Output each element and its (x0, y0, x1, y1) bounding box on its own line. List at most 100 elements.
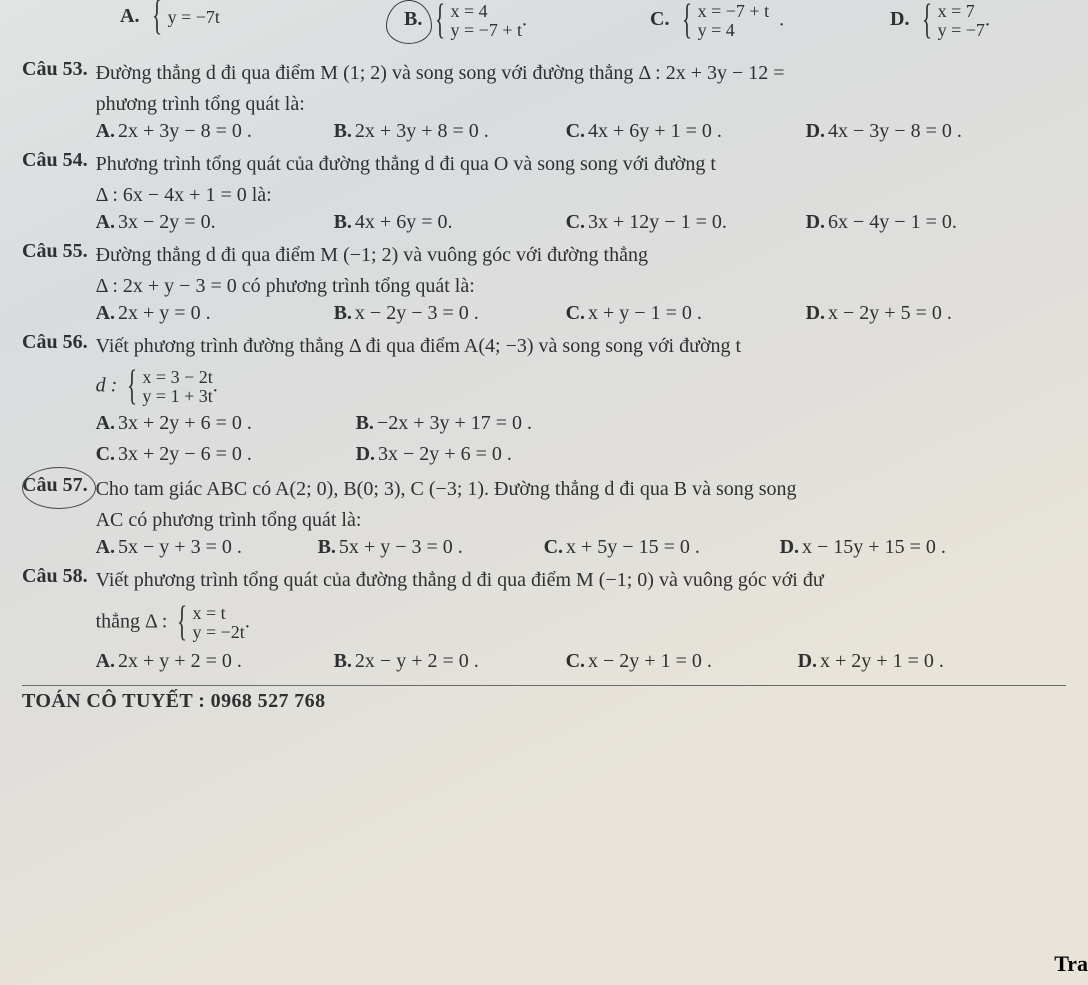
options-row-1: A.3x + 2y + 6 = 0 . B.−2x + 3y + 17 = 0 … (96, 412, 742, 435)
opt-C: C.3x + 12y − 1 = 0. (566, 211, 806, 234)
opt-label: C. (566, 120, 588, 142)
opt-A: A.3x − 2y = 0. (96, 211, 334, 234)
opt-D: D.x − 2y + 5 = 0 . (806, 302, 952, 325)
system-brace: { x = 3 − 2ty = 1 + 3t (122, 368, 212, 406)
question-text: AC có phương trình tổng quát là: (96, 505, 946, 536)
question-text: Viết phương trình tổng quát của đường th… (96, 565, 944, 596)
opt-D: D.x + 2y + 1 = 0 . (798, 650, 944, 673)
opt-text: x − 15y + 15 = 0 . (802, 536, 946, 558)
system-suffix: . (213, 374, 218, 396)
system-brace: { x = −7 + ty = 4 (677, 2, 769, 40)
opt-text: 6x − 4y − 1 = 0. (828, 211, 957, 233)
question-56: Câu 56. Viết phương trình đường thẳng Δ … (22, 331, 1066, 466)
opt-label: C. (650, 8, 672, 30)
system-brace: { x = ty = −2t (172, 604, 244, 642)
opt-D: D.6x − 4y − 1 = 0. (806, 211, 957, 234)
eq: x = −7 + t (698, 2, 769, 21)
opt-label: A. (96, 650, 118, 672)
eq: y = −7 (938, 21, 985, 40)
options-row: A.2x + y = 0 . B.x − 2y − 3 = 0 . C.x + … (96, 302, 952, 325)
q52-opt-B: B. { x = 4y = −7 + t . (404, 2, 527, 40)
eq: x = 4 (451, 2, 522, 21)
brace-icon: { (435, 5, 445, 35)
opt-label: B. (334, 650, 355, 672)
question-54: Câu 54. Phương trình tổng quát của đường… (22, 149, 1066, 234)
opt-B: B.−2x + 3y + 17 = 0 . (356, 412, 532, 435)
question-system: thẳng Δ : { x = ty = −2t . (96, 604, 944, 642)
question-text: Cho tam giác ABC có A(2; 0), B(0; 3), C … (96, 474, 946, 505)
opt-B: B.2x + 3y + 8 = 0 . (334, 120, 566, 143)
question-text: Phương trình tổng quát của đường thẳng d… (96, 149, 957, 180)
opt-text: 2x + 3y − 8 = 0 . (118, 120, 252, 142)
footer-text: TOÁN CÔ TUYẾT : 0968 527 768 (22, 690, 325, 712)
opt-label: C. (96, 443, 118, 465)
footer: TOÁN CÔ TUYẾT : 0968 527 768 (22, 685, 1066, 713)
options-row: A.2x + y + 2 = 0 . B.2x − y + 2 = 0 . C.… (96, 650, 944, 673)
opt-label: D. (780, 536, 802, 558)
opt-text: x − 2y + 5 = 0 . (828, 302, 952, 324)
eq: x = t (193, 604, 245, 623)
system-prefix: thẳng Δ : (96, 610, 168, 632)
options-row-2: C.3x + 2y − 6 = 0 . D.3x − 2y + 6 = 0 . (96, 443, 742, 466)
system-suffix: . (245, 610, 250, 632)
opt-text: 3x − 2y = 0. (118, 211, 216, 233)
exam-page: A. { y = −7t B. { x = 4y = −7 + t . C. {… (0, 0, 1088, 713)
opt-D: D.4x − 3y − 8 = 0 . (806, 120, 962, 143)
question-label: Câu 55. (22, 240, 96, 263)
opt-label: C. (544, 536, 566, 558)
opt-label: D. (890, 8, 912, 30)
opt-text: 3x − 2y + 6 = 0 . (378, 443, 512, 465)
system-brace: { x = 4y = −7 + t (430, 2, 522, 40)
q52-options-row: A. { y = −7t B. { x = 4y = −7 + t . C. {… (22, 0, 1066, 52)
question-58: Câu 58. Viết phương trình tổng quát của … (22, 565, 1066, 673)
opt-C: C.3x + 2y − 6 = 0 . (96, 443, 356, 466)
opt-label: A. (96, 536, 118, 558)
system-brace: { x = 7y = −7 (917, 2, 984, 40)
brace-icon: { (682, 5, 692, 35)
opt-text: 4x + 6y = 0. (355, 211, 453, 233)
opt-label: A. (96, 120, 118, 142)
opt-label: C. (566, 211, 588, 233)
opt-text: x − 2y − 3 = 0 . (355, 302, 479, 324)
opt-text: 5x − y + 3 = 0 . (118, 536, 242, 558)
brace-icon: { (127, 371, 137, 401)
opt-text: 2x + 3y + 8 = 0 . (355, 120, 489, 142)
opt-C: C.x − 2y + 1 = 0 . (566, 650, 798, 673)
eq: y = −2t (193, 623, 245, 642)
opt-label: C. (566, 650, 588, 672)
opt-label: A. (120, 5, 142, 27)
page-marker-tra: Tra (1054, 951, 1088, 977)
opt-label: D. (806, 302, 828, 324)
opt-A: A.2x + y = 0 . (96, 302, 334, 325)
opt-label: B. (334, 120, 355, 142)
opt-text: 5x + y − 3 = 0 . (339, 536, 463, 558)
opt-label: D. (798, 650, 820, 672)
q52-opt-C: C. { x = −7 + ty = 4 . (650, 2, 784, 40)
opt-label: B. (334, 302, 355, 324)
opt-A: A.5x − y + 3 = 0 . (96, 536, 318, 559)
question-text: Δ : 2x + y − 3 = 0 có phương trình tổng … (96, 271, 952, 302)
opt-text: x + 2y + 1 = 0 . (820, 650, 944, 672)
opt-D: D.3x − 2y + 6 = 0 . (356, 443, 512, 466)
opt-B: B.4x + 6y = 0. (334, 211, 566, 234)
opt-B: B.x − 2y − 3 = 0 . (334, 302, 566, 325)
brace-icon: { (922, 5, 932, 35)
opt-C: C.4x + 6y + 1 = 0 . (566, 120, 806, 143)
opt-A: A.2x + y + 2 = 0 . (96, 650, 334, 673)
question-53: Câu 53. Đường thẳng d đi qua điểm M (1; … (22, 58, 1066, 143)
opt-text: 4x + 6y + 1 = 0 . (588, 120, 722, 142)
brace-icon: { (177, 607, 187, 637)
opt-label: C. (566, 302, 588, 324)
opt-text: 2x + y = 0 . (118, 302, 211, 324)
opt-label: D. (806, 120, 828, 142)
options-row: A.3x − 2y = 0. B.4x + 6y = 0. C.3x + 12y… (96, 211, 957, 234)
question-label: Câu 53. (22, 58, 96, 81)
question-system: d : { x = 3 − 2ty = 1 + 3t . (96, 368, 742, 406)
question-text: Δ : 6x − 4x + 1 = 0 là: (96, 180, 957, 211)
question-text: Đường thẳng d đi qua điểm M (−1; 2) và v… (96, 240, 952, 271)
opt-label: B. (404, 8, 425, 30)
opt-label: A. (96, 302, 118, 324)
opt-text: 3x + 12y − 1 = 0. (588, 211, 727, 233)
eq: x = 3 − 2t (142, 368, 212, 387)
opt-text: 2x + y + 2 = 0 . (118, 650, 242, 672)
